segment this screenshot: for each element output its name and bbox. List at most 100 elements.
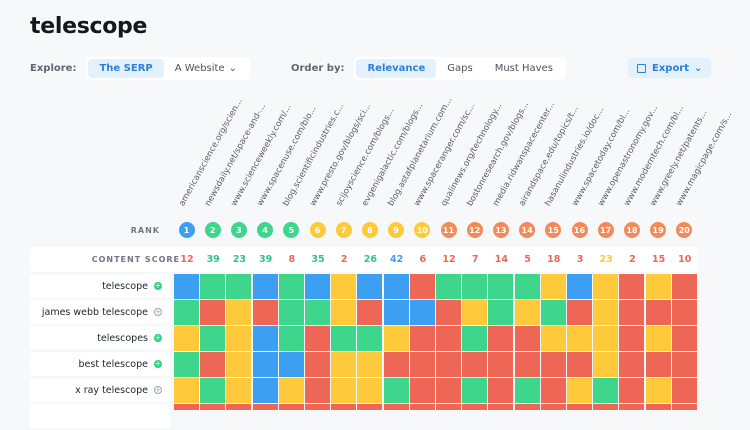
heatmap-cell[interactable] (357, 300, 383, 325)
heatmap-cell[interactable] (488, 404, 514, 410)
heatmap-cell[interactable] (331, 274, 357, 299)
heatmap-cell[interactable] (409, 274, 435, 299)
heatmap-cell[interactable] (357, 274, 383, 299)
heatmap-cell[interactable] (252, 404, 278, 410)
heatmap-cell[interactable] (436, 378, 461, 403)
heatmap-cell[interactable] (383, 378, 409, 403)
heatmap-cell[interactable] (331, 404, 357, 410)
keyword-row[interactable]: telescopes + (30, 326, 170, 350)
heatmap-cell[interactable] (383, 404, 409, 410)
order-gaps-button[interactable]: Gaps (447, 62, 473, 74)
heatmap-cell[interactable] (278, 352, 304, 377)
heatmap-cell[interactable] (540, 352, 566, 377)
heatmap-cell[interactable] (671, 326, 697, 351)
heatmap-cell[interactable] (200, 326, 226, 351)
plus-circle-outline-icon[interactable]: + (154, 308, 162, 316)
plus-circle-filled-icon[interactable]: + (154, 333, 162, 342)
heatmap-cell[interactable] (514, 352, 540, 377)
heatmap-cell[interactable] (671, 274, 697, 299)
heatmap-cell[interactable] (200, 378, 226, 403)
heatmap-cell[interactable] (540, 274, 566, 299)
plus-circle-outline-icon[interactable]: + (154, 386, 162, 394)
heatmap-cell[interactable] (593, 404, 619, 410)
heatmap-cell[interactable] (593, 352, 619, 377)
explore-serp-button[interactable]: The SERP (88, 58, 164, 78)
heatmap-cell[interactable] (331, 326, 357, 351)
heatmap-cell[interactable] (252, 378, 278, 403)
export-button[interactable]: Export ⌄ (628, 58, 712, 78)
heatmap-cell[interactable] (462, 378, 488, 403)
heatmap-cell[interactable] (619, 352, 645, 377)
heatmap-cell[interactable] (462, 300, 488, 325)
heatmap-cell[interactable] (409, 326, 435, 351)
heatmap-cell[interactable] (409, 378, 435, 403)
heatmap-cell[interactable] (671, 300, 697, 325)
keyword-row[interactable]: telescope + (30, 274, 170, 298)
heatmap-cell[interactable] (383, 352, 409, 377)
heatmap-cell[interactable] (305, 300, 330, 325)
heatmap-cell[interactable] (567, 274, 592, 299)
plus-circle-filled-icon[interactable]: + (154, 359, 162, 368)
heatmap-cell[interactable] (409, 300, 435, 325)
heatmap-cell[interactable] (226, 378, 252, 403)
heatmap-cell[interactable] (671, 378, 697, 403)
heatmap-cell[interactable] (357, 378, 383, 403)
heatmap-cell[interactable] (619, 300, 645, 325)
heatmap-cell[interactable] (593, 300, 619, 325)
heatmap-cell[interactable] (357, 352, 383, 377)
heatmap-cell[interactable] (200, 404, 226, 410)
heatmap-cell[interactable] (514, 326, 540, 351)
heatmap-cell[interactable] (174, 300, 199, 325)
heatmap-cell[interactable] (645, 378, 671, 403)
heatmap-cell[interactable] (226, 274, 252, 299)
heatmap-cell[interactable] (488, 326, 514, 351)
heatmap-cell[interactable] (593, 378, 619, 403)
heatmap-cell[interactable] (252, 352, 278, 377)
heatmap-cell[interactable] (645, 404, 671, 410)
heatmap-cell[interactable] (200, 274, 226, 299)
heatmap-cell[interactable] (593, 274, 619, 299)
heatmap-cell[interactable] (645, 326, 671, 351)
heatmap-cell[interactable] (252, 274, 278, 299)
heatmap-cell[interactable] (305, 274, 330, 299)
heatmap-cell[interactable] (331, 352, 357, 377)
heatmap-cell[interactable] (514, 378, 540, 403)
heatmap-cell[interactable] (383, 326, 409, 351)
heatmap-cell[interactable] (278, 404, 304, 410)
heatmap-cell[interactable] (409, 352, 435, 377)
heatmap-cell[interactable] (252, 326, 278, 351)
heatmap-cell[interactable] (226, 352, 252, 377)
heatmap-cell[interactable] (174, 274, 199, 299)
keyword-row[interactable]: best telescope + (30, 352, 170, 376)
heatmap-cell[interactable] (540, 378, 566, 403)
heatmap-cell[interactable] (409, 404, 435, 410)
heatmap-cell[interactable] (331, 300, 357, 325)
heatmap-cell[interactable] (174, 404, 199, 410)
heatmap-cell[interactable] (619, 326, 645, 351)
heatmap-cell[interactable] (593, 326, 619, 351)
heatmap-cell[interactable] (619, 404, 645, 410)
heatmap-cell[interactable] (305, 352, 330, 377)
heatmap-cell[interactable] (174, 326, 199, 351)
heatmap-cell[interactable] (462, 326, 488, 351)
heatmap-cell[interactable] (462, 274, 488, 299)
heatmap-cell[interactable] (436, 352, 461, 377)
heatmap-cell[interactable] (305, 326, 330, 351)
heatmap-cell[interactable] (383, 274, 409, 299)
heatmap-cell[interactable] (488, 300, 514, 325)
heatmap-cell[interactable] (567, 378, 592, 403)
heatmap-cell[interactable] (671, 352, 697, 377)
plus-circle-filled-icon[interactable]: + (154, 281, 162, 290)
heatmap-cell[interactable] (462, 404, 488, 410)
keyword-row[interactable]: x ray telescope + (30, 378, 170, 402)
heatmap-cell[interactable] (226, 300, 252, 325)
heatmap-cell[interactable] (278, 300, 304, 325)
heatmap-cell[interactable] (540, 326, 566, 351)
heatmap-cell[interactable] (619, 274, 645, 299)
heatmap-cell[interactable] (540, 300, 566, 325)
heatmap-cell[interactable] (357, 326, 383, 351)
heatmap-cell[interactable] (619, 378, 645, 403)
heatmap-cell[interactable] (514, 274, 540, 299)
order-relevance-button[interactable]: Relevance (356, 58, 437, 78)
heatmap-cell[interactable] (174, 378, 199, 403)
